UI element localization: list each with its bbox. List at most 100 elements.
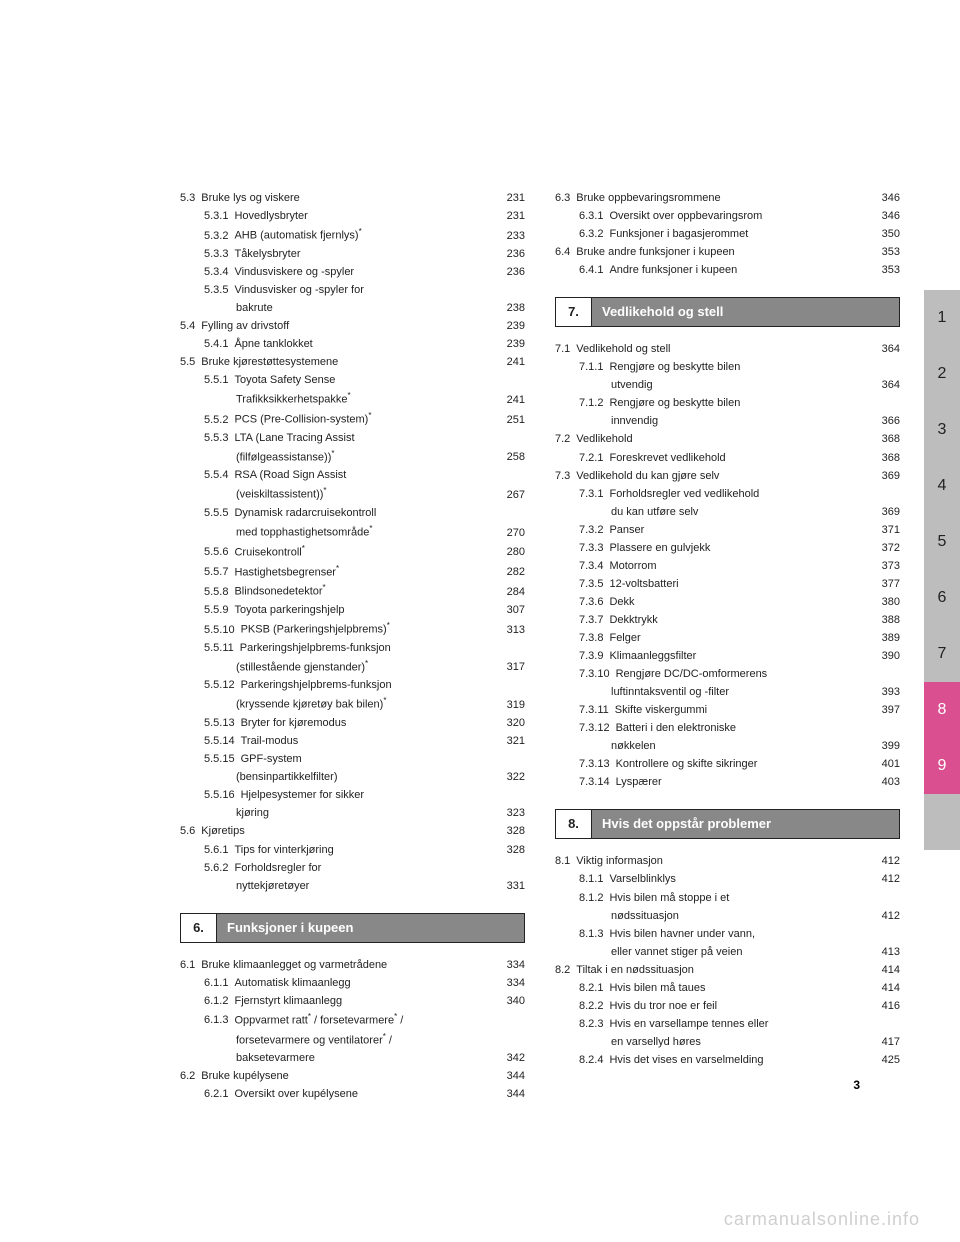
toc-page: 373 (872, 558, 900, 575)
toc-leader (657, 387, 868, 388)
toc-label: Rengjøre DC/DC-omformerens (616, 666, 768, 683)
toc-right-column: 6.3 Bruke oppbevaringsrommene 346 6.3.1 … (555, 190, 900, 1104)
chapter-tab-1[interactable]: 1 (924, 290, 960, 346)
toc-page: 231 (497, 190, 525, 207)
section-title: Funksjoner i kupeen (217, 914, 524, 942)
toc-subentry-cont: med topphastighetsområde* 270 (180, 523, 525, 542)
chapter-tab-6[interactable]: 6 (924, 570, 960, 626)
toc-number: 5.5.4 (204, 467, 228, 484)
toc-number: 7.1 (555, 341, 570, 358)
toc-number: 5.3.5 (204, 282, 228, 299)
toc-page: 319 (497, 697, 525, 714)
toc-subentry: 7.3.1 Forholdsregler ved vedlikehold (555, 486, 900, 503)
toc-leader (723, 478, 868, 479)
page-number: 3 (853, 1078, 860, 1092)
toc-label: (bensinpartikkelfilter) (236, 769, 337, 786)
chapter-tab-2[interactable]: 2 (924, 346, 960, 402)
toc-label: Vedlikehold og stell (576, 341, 670, 358)
toc-number: 7.3.12 (579, 720, 610, 737)
chapter-tab-blank[interactable] (924, 794, 960, 850)
toc-number: 8.2.2 (579, 998, 603, 1015)
toc-leader (338, 852, 493, 853)
toc-label: Hastighetsbegrenser* (234, 563, 339, 582)
toc-entry: 5.4 Fylling av drivstoff 239 (180, 318, 525, 335)
toc-number: 5.5.15 (204, 751, 235, 768)
toc-leader (330, 594, 493, 595)
toc-page: 340 (497, 993, 525, 1010)
toc-label: LTA (Lane Tracing Assist (234, 430, 354, 447)
toc-page: 369 (872, 468, 900, 485)
toc-number: 5.3.4 (204, 264, 228, 281)
toc-subentry-cont: du kan utføre selv 369 (555, 504, 900, 521)
toc-subentry: 5.6.1 Tips for vinterkjøring 328 (180, 842, 525, 859)
toc-page: 231 (497, 208, 525, 225)
toc-number: 7.3.10 (579, 666, 610, 683)
chapter-tab-8[interactable]: 8 (924, 682, 960, 738)
toc-entry: 8.1 Viktig informasjon 412 (555, 853, 900, 870)
toc-subentry: 5.3.1 Hovedlysbryter 231 (180, 208, 525, 225)
toc-page: 371 (872, 522, 900, 539)
toc-subentry: 7.3.11 Skifte viskergummi 397 (555, 702, 900, 719)
toc-label: Oversikt over kupélysene (234, 1086, 358, 1103)
chapter-tab-5[interactable]: 5 (924, 514, 960, 570)
toc-label: luftinntaksventil og -filter (611, 684, 729, 701)
toc-page: 350 (872, 226, 900, 243)
toc-subentry: 7.3.8 Felger 389 (555, 630, 900, 647)
toc-subentry: 7.3.2 Panser 371 (555, 522, 900, 539)
toc-label: bakrute (236, 300, 273, 317)
toc-subentry: 5.5.3 LTA (Lane Tracing Assist (180, 430, 525, 447)
toc-subentry: 7.3.13 Kontrollere og skifte sikringer 4… (555, 756, 900, 773)
toc-label: Automatisk klimaanlegg (234, 975, 350, 992)
toc-page: 282 (497, 564, 525, 581)
chapter-tab-3[interactable]: 3 (924, 402, 960, 458)
toc-leader (721, 1008, 868, 1009)
toc-page: 258 (497, 449, 525, 466)
toc-page: 307 (497, 602, 525, 619)
chapter-tab-9[interactable]: 9 (924, 738, 960, 794)
toc-page: 364 (872, 341, 900, 358)
toc-page: 417 (872, 1034, 900, 1051)
toc-number: 7.3.9 (579, 648, 603, 665)
chapter-tab-4[interactable]: 4 (924, 458, 960, 514)
toc-page: 368 (872, 431, 900, 448)
toc-label: utvendig (611, 377, 653, 394)
toc-entry: 5.5 Bruke kjørestøttesystemene 241 (180, 354, 525, 371)
toc-subentry: 5.5.15 GPF-system (180, 751, 525, 768)
toc-entry: 5.3 Bruke lys og viskere 231 (180, 190, 525, 207)
toc-number: 5.4.1 (204, 336, 228, 353)
toc-subentry: 5.6.2 Forholdsregler for (180, 860, 525, 877)
section-number: 6. (181, 914, 217, 942)
chapter-tabs: 123456789 (924, 290, 960, 850)
toc-subentry: 5.5.10 PKSB (Parkeringshjelpbrems)* 313 (180, 620, 525, 639)
toc-page: 413 (872, 944, 900, 961)
toc-leader (376, 535, 493, 536)
section-heading: 6. Funksjoner i kupeen (180, 913, 525, 943)
toc-label: PKSB (Parkeringshjelpbrems)* (241, 620, 390, 639)
toc-subentry-cont: baksetevarmere 342 (180, 1050, 525, 1067)
toc-leader (313, 888, 493, 889)
toc-number: 5.5.7 (204, 564, 228, 581)
toc-label: du kan utføre selv (611, 504, 698, 521)
toc-subentry: 7.3.14 Lyspærer 403 (555, 774, 900, 791)
toc-page: 238 (497, 300, 525, 317)
toc-page: 401 (872, 756, 900, 773)
toc-label: Vindusviskere og -spyler (234, 264, 354, 281)
toc-number: 8.1.1 (579, 871, 603, 888)
toc-label: Bryter for kjøremodus (241, 715, 347, 732)
toc-number: 5.5.11 (204, 640, 234, 657)
toc-page: 425 (872, 1052, 900, 1069)
toc-page: 389 (872, 630, 900, 647)
chapter-tab-7[interactable]: 7 (924, 626, 960, 682)
toc-number: 5.5.6 (204, 544, 228, 561)
toc-subentry: 5.5.7 Hastighetsbegrenser* 282 (180, 563, 525, 582)
toc-subentry: 8.1.2 Hvis bilen må stoppe i et (555, 890, 900, 907)
toc-leader (761, 766, 868, 767)
toc-number: 8.1.3 (579, 926, 603, 943)
toc-number: 5.5.13 (204, 715, 235, 732)
toc-subentry: 8.1.1 Varselblinklys 412 (555, 871, 900, 888)
toc-label: Vindusvisker og -spyler for (234, 282, 363, 299)
toc-leader (304, 200, 493, 201)
toc-page: 412 (872, 853, 900, 870)
toc-page: 236 (497, 264, 525, 281)
toc-leader (355, 985, 493, 986)
